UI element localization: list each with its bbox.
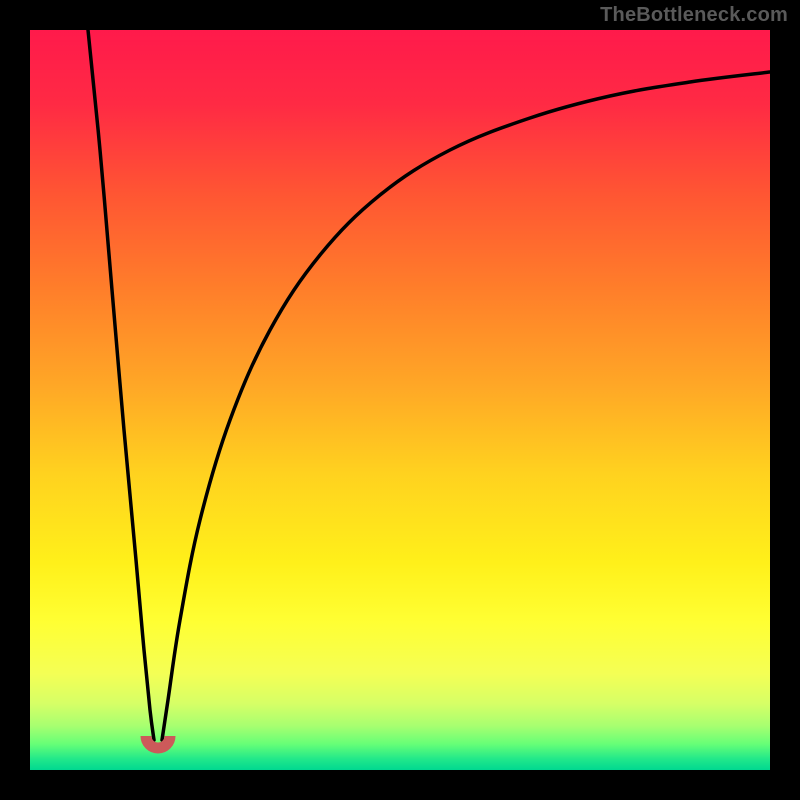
- plot-area: [30, 30, 770, 770]
- chart-container: TheBottleneck.com: [0, 0, 800, 800]
- plot-svg: [30, 30, 770, 770]
- watermark-text: TheBottleneck.com: [600, 4, 788, 27]
- gradient-background: [30, 30, 770, 770]
